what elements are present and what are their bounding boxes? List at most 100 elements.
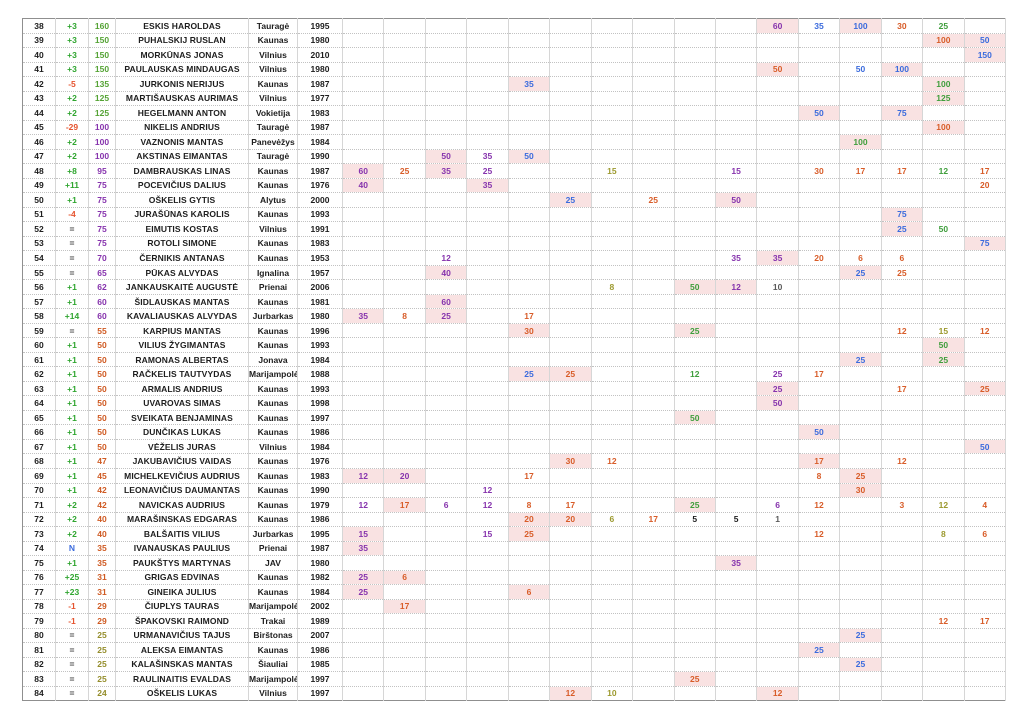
player-name: VAZNONIS MANTAS	[115, 134, 249, 150]
rank-cell: 39	[22, 33, 56, 49]
score-cell	[466, 439, 509, 455]
rank-cell: 69	[22, 468, 56, 484]
score-cell	[964, 642, 1007, 658]
score-cell	[922, 555, 965, 571]
table-row: 63 +1 50 ARMALIS ANDRIUS Kaunas 1993 25 17 25	[22, 381, 1007, 397]
score-cell	[549, 541, 592, 557]
city-cell: Ignalina	[248, 265, 298, 281]
birth-year-cell: 1977	[297, 91, 343, 107]
score-cell	[425, 192, 468, 208]
score-cell	[756, 439, 799, 455]
city-cell: Kaunas	[248, 483, 298, 498]
score-cell	[881, 279, 924, 295]
birth-year-cell: 1980	[297, 555, 343, 571]
score-cell	[508, 192, 551, 208]
rank-cell: 63	[22, 381, 56, 397]
score-cell	[839, 323, 882, 339]
score-cell	[466, 236, 509, 252]
score-cell	[674, 120, 716, 136]
table-row: 54 = 70 ČERNIKIS ANTANAS Kaunas 1953 12 35 35 20 6…	[22, 250, 1007, 266]
score-cell	[383, 207, 426, 223]
score-cell	[798, 410, 841, 426]
score-cell	[881, 395, 924, 411]
score-cell	[881, 599, 924, 615]
score-cell	[756, 613, 799, 629]
score-cell	[798, 613, 841, 629]
birth-year-cell: 1976	[297, 453, 343, 469]
score-cell	[756, 149, 799, 165]
score-cell	[881, 584, 924, 600]
score-cell	[881, 555, 924, 571]
player-name: ROTOLI SIMONE	[115, 236, 249, 252]
score-cell: 75	[881, 207, 924, 223]
change-cell: +2	[55, 512, 89, 528]
score-cell	[881, 657, 924, 673]
city-cell: Kaunas	[248, 337, 298, 353]
change-cell: +2	[55, 134, 89, 150]
score-cell	[674, 47, 716, 63]
score-cell	[383, 105, 426, 121]
score-cell	[922, 424, 965, 440]
score-cell	[466, 265, 509, 281]
score-cell: 35	[466, 149, 509, 165]
table-row: 77 +23 31 GINEIKA JULIUS Kaunas 1984 25 6	[22, 584, 1007, 600]
score-cell	[881, 439, 924, 455]
score-cell	[798, 279, 841, 295]
score-cell	[466, 47, 509, 63]
score-cell	[756, 570, 799, 586]
score-cell	[922, 657, 965, 673]
table-row: 61 +1 50 RAMONAS ALBERTAS Jonava 1984 25 25	[22, 352, 1007, 368]
score-cell	[549, 395, 592, 411]
score-cell	[632, 642, 675, 658]
rank-cell: 65	[22, 410, 56, 426]
player-name: ESKIS HAROLDAS	[115, 18, 249, 34]
score-cell	[922, 570, 965, 586]
score-cell	[839, 207, 882, 223]
score-cell	[466, 584, 509, 600]
score-cell	[342, 105, 385, 121]
change-cell: +1	[55, 468, 89, 484]
score-cell: 25	[674, 497, 716, 513]
change-cell: +2	[55, 91, 89, 107]
player-name: KAVALIAUSKAS ALVYDAS	[115, 308, 249, 324]
score-cell	[383, 250, 426, 266]
score-cell	[674, 453, 716, 469]
score-cell	[508, 250, 551, 266]
player-name: MICHELKEVIČIUS AUDRIUS	[115, 468, 249, 484]
score-cell	[964, 352, 1007, 368]
score-cell	[715, 570, 758, 586]
score-cell	[839, 178, 882, 194]
score-cell: 20	[798, 250, 841, 266]
city-cell: Jonava	[248, 352, 298, 368]
rank-cell: 45	[22, 120, 56, 136]
score-cell: 50	[839, 62, 882, 78]
score-cell: 6	[591, 512, 634, 528]
score-cell	[342, 265, 385, 281]
rank-cell: 61	[22, 352, 56, 368]
rank-cell: 81	[22, 642, 56, 658]
player-name: DUNČIKAS LUKAS	[115, 424, 249, 440]
change-cell: +1	[55, 352, 89, 368]
score-cell	[839, 221, 882, 237]
score-cell	[383, 657, 426, 673]
score-cell	[756, 410, 799, 426]
player-name: RAČKELIS TAUTVYDAS	[115, 366, 249, 382]
score-cell	[756, 221, 799, 237]
score-cell	[964, 657, 1007, 673]
score-cell	[591, 570, 634, 586]
score-cell: 25	[839, 352, 882, 368]
score-cell	[383, 192, 426, 208]
score-cell	[383, 381, 426, 397]
points-cell: 40	[88, 512, 116, 528]
rank-cell: 82	[22, 657, 56, 673]
change-cell: =	[55, 657, 89, 673]
score-cell	[425, 33, 468, 49]
score-cell: 50	[674, 410, 716, 426]
score-cell: 12	[715, 279, 758, 295]
birth-year-cell: 1981	[297, 294, 343, 310]
score-cell: 8	[922, 526, 965, 542]
city-cell: Marijampolė	[248, 671, 298, 687]
score-cell	[881, 120, 924, 136]
score-cell	[756, 657, 799, 673]
player-name: ČERNIKIS ANTANAS	[115, 250, 249, 266]
